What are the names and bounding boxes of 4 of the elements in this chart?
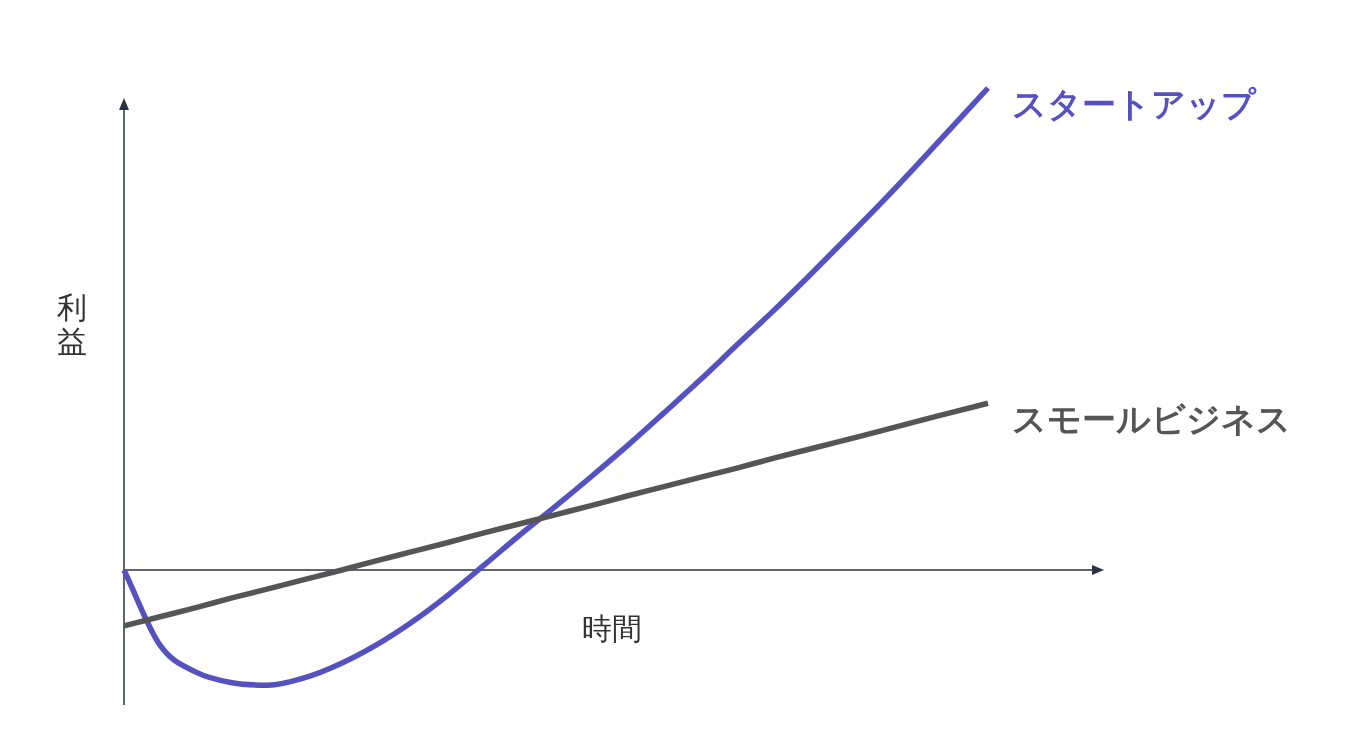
series-label: スモールビジネス [1012,398,1291,439]
y-axis-title: 利益 [57,290,87,359]
series-label: スタートアップ [1012,83,1257,124]
x-axis-title: 時間 [582,610,642,646]
